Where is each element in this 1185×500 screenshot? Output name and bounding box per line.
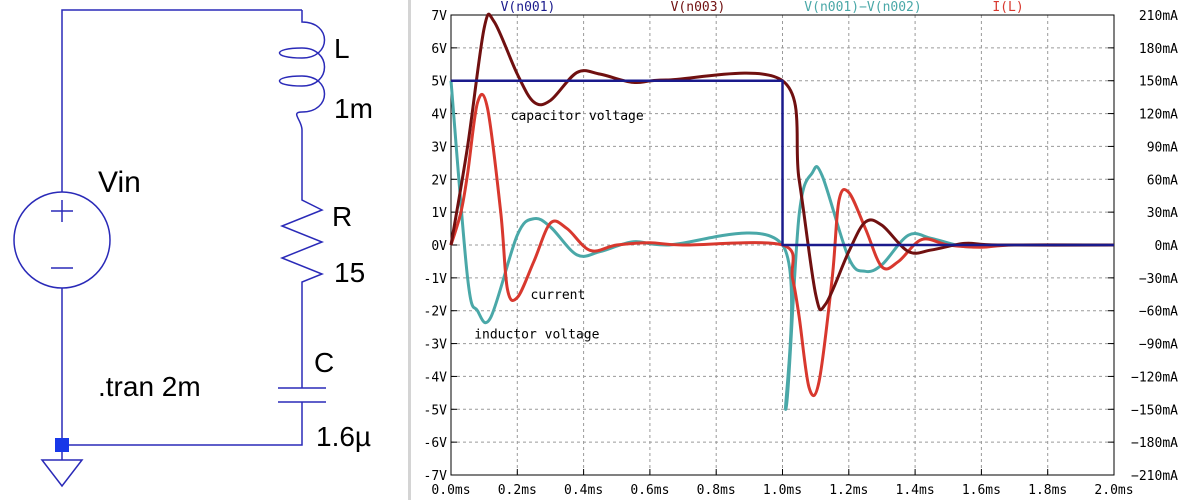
y2-axis-ticks: 210mA 180mA 150mA 120mA 90mA 60mA 30mA 0mA −30mA… [1108, 9, 1178, 484]
x-tick-label: 2.0ms [1094, 483, 1133, 498]
y-tick-label: -4V [424, 370, 448, 385]
y-axis-ticks: 7V 6V 5V 4V 3V 2V 1V 0V -1V -2V -3V -4V -5V -6V -7V [424, 9, 457, 484]
y-tick-label: 5V [431, 75, 447, 90]
y2-tick-label: −90mA [1139, 338, 1178, 353]
y2-tick-label: −150mA [1131, 403, 1178, 418]
wire-bottom [62, 402, 303, 446]
y-tick-label: 4V [431, 108, 447, 123]
y-tick-label: -3V [424, 338, 448, 353]
resistor-zigzag [279, 192, 325, 290]
y2-tick-label: −180mA [1131, 436, 1178, 451]
y-tick-label: 6V [431, 42, 447, 57]
legend-entry-1[interactable]: V(n003) [671, 0, 726, 15]
y2-tick-label: 0mA [1155, 239, 1179, 254]
y2-tick-label: 30mA [1147, 206, 1178, 221]
y-tick-label: 0V [431, 239, 447, 254]
x-tick-label: 1.2ms [829, 483, 868, 498]
spice-directive-label: .tran 2m [98, 371, 201, 402]
plot-annotations: capacitor voltage current inductor voltage [474, 109, 644, 343]
plot-series [449, 12, 1115, 411]
inductor-name-label: L [334, 33, 350, 64]
plot-legend[interactable]: V(n001) V(n003) V(n001)−V(n002) I(L) [501, 0, 1024, 15]
resistor-name-label: R [332, 201, 352, 232]
panel-divider [408, 0, 411, 500]
y-tick-label: 7V [431, 9, 447, 24]
legend-entry-0[interactable]: V(n001) [501, 0, 556, 15]
x-tick-label: 0.4ms [564, 483, 603, 498]
y-tick-label: -2V [424, 305, 448, 320]
circuit-schematic: Vin L 1m R 15 C 1.6µ .tran 2m [13, 9, 373, 488]
x-tick-label: 0.0ms [431, 483, 470, 498]
y-tick-label: 2V [431, 173, 447, 188]
capacitor-value-label: 1.6µ [316, 421, 371, 452]
inductor-value-label: 1m [334, 93, 373, 124]
y2-tick-label: 60mA [1147, 173, 1178, 188]
series-line-0 [449, 79, 1114, 247]
x-tick-label: 0.8ms [697, 483, 736, 498]
y-tick-label: 1V [431, 206, 447, 221]
x-tick-label: 1.8ms [1028, 483, 1067, 498]
capacitor-name-label: C [314, 347, 334, 378]
legend-entry-2[interactable]: V(n001)−V(n002) [804, 0, 921, 15]
inductor-coil [279, 10, 326, 131]
wire-top [61, 9, 302, 192]
y2-tick-label: 120mA [1139, 108, 1178, 123]
x-tick-label: 1.0ms [763, 483, 802, 498]
y-tick-label: 3V [431, 140, 447, 155]
annotation-label: inductor voltage [474, 328, 599, 343]
x-axis-ticks: 0.0ms 0.2ms 0.4ms 0.6ms 0.8ms 1.0ms 1.2ms 1.4ms… [431, 469, 1134, 498]
x-tick-label: 0.2ms [498, 483, 537, 498]
legend-entry-3[interactable]: I(L) [992, 0, 1023, 15]
waveform-plot[interactable]: 0.0ms 0.2ms 0.4ms 0.6ms 0.8ms 1.0ms 1.2ms 1.4ms… [408, 0, 1185, 500]
annotation-label: current [531, 288, 586, 303]
y2-tick-label: −210mA [1131, 469, 1178, 484]
y2-tick-label: 90mA [1147, 140, 1178, 155]
y-tick-label: -7V [424, 469, 448, 484]
annotation-label: capacitor voltage [511, 109, 644, 124]
x-tick-label: 0.6ms [630, 483, 669, 498]
y2-tick-label: −30mA [1139, 272, 1178, 287]
x-tick-label: 1.4ms [896, 483, 935, 498]
resistor-value-label: 15 [334, 257, 365, 288]
y2-tick-label: 150mA [1139, 75, 1178, 90]
y2-tick-label: −120mA [1131, 370, 1178, 385]
y2-tick-label: 210mA [1139, 9, 1178, 24]
y-tick-label: -1V [424, 272, 448, 287]
x-tick-label: 1.6ms [962, 483, 1001, 498]
source-name-label: Vin [98, 166, 141, 199]
y2-tick-label: 180mA [1139, 42, 1178, 57]
y-tick-label: -5V [424, 403, 448, 418]
y2-tick-label: −60mA [1139, 305, 1178, 320]
plus-sign-icon [51, 200, 73, 222]
ground-node-marker [55, 438, 69, 452]
voltage-source-circle [13, 191, 111, 289]
y-tick-label: -6V [424, 436, 448, 451]
